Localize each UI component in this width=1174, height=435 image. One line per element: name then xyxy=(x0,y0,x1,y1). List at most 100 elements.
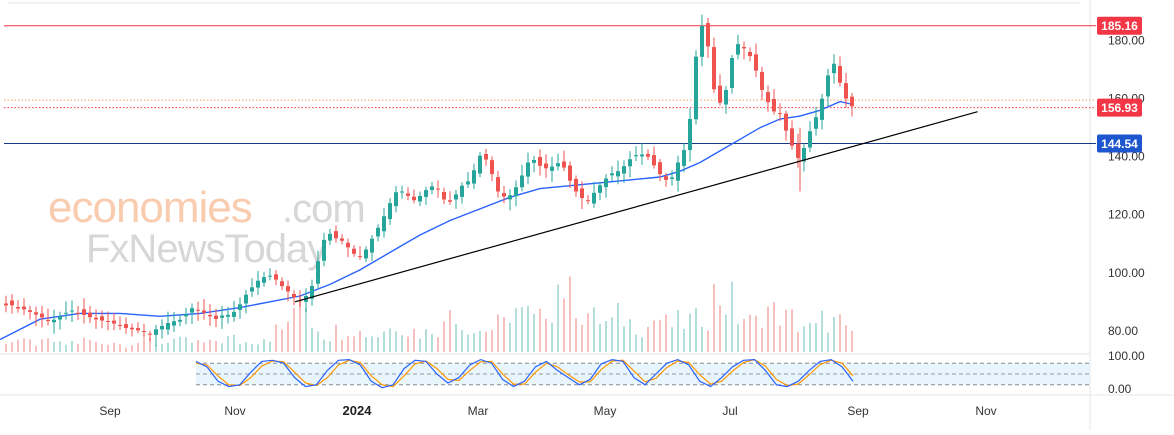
candle-body xyxy=(88,312,92,318)
volume-bar xyxy=(209,339,211,352)
candle-body xyxy=(370,238,374,253)
volume-bar xyxy=(515,308,517,352)
volume-bar xyxy=(143,335,145,352)
candle-body xyxy=(550,166,554,171)
candle-body xyxy=(82,309,86,315)
candle-body xyxy=(166,323,170,330)
candle-body xyxy=(604,178,608,188)
candle-body xyxy=(208,315,212,317)
volume-bar xyxy=(767,306,769,352)
volume-bar xyxy=(65,344,67,352)
price-tick-label: 120.00 xyxy=(1108,208,1145,222)
watermark: economies .com FxNewsToday xyxy=(48,183,366,271)
volume-bar xyxy=(509,323,511,352)
candle-body xyxy=(586,200,590,202)
candle-body xyxy=(628,159,632,167)
volume-bars xyxy=(5,276,853,352)
candle-body xyxy=(196,309,200,311)
volume-bar xyxy=(137,343,139,352)
candle-body xyxy=(10,300,14,306)
candle-body xyxy=(676,162,680,181)
candle-body xyxy=(202,310,206,313)
volume-bar xyxy=(335,324,337,352)
volume-bar xyxy=(215,340,217,352)
candle-body xyxy=(70,310,74,312)
volume-bar xyxy=(245,342,247,352)
candle-body xyxy=(736,44,740,55)
volume-bar xyxy=(635,334,637,352)
volume-bar xyxy=(389,328,391,352)
candle-body xyxy=(478,155,482,174)
candle-body xyxy=(76,312,80,314)
volume-bar xyxy=(629,319,631,352)
volume-bar xyxy=(275,324,277,352)
volume-bar xyxy=(737,324,739,352)
candle-body xyxy=(682,150,686,166)
candle-body xyxy=(454,194,458,200)
volume-bar xyxy=(197,339,199,352)
volume-bar xyxy=(569,276,571,352)
price-label-text: 156.93 xyxy=(1101,101,1138,115)
volume-bar xyxy=(641,337,643,352)
volume-bar xyxy=(269,341,271,352)
candle-body xyxy=(178,319,182,322)
candle-body xyxy=(832,63,836,74)
candle-body xyxy=(106,321,110,322)
watermark-line1-suffix: .com xyxy=(282,187,365,231)
candle-body xyxy=(466,181,470,185)
time-tick-label: Nov xyxy=(975,404,996,418)
candle-body xyxy=(190,308,194,313)
candle-body xyxy=(712,47,716,90)
candle-body xyxy=(346,242,350,248)
volume-bar xyxy=(611,317,613,352)
candle-body xyxy=(658,162,662,175)
volume-bar xyxy=(347,336,349,352)
volume-bar xyxy=(227,336,229,352)
volume-bar xyxy=(617,303,619,352)
volume-bar xyxy=(779,325,781,352)
candle-body xyxy=(640,154,644,157)
volume-bar xyxy=(449,310,451,352)
volume-bar xyxy=(155,344,157,352)
candle-body xyxy=(814,117,818,129)
volume-bar xyxy=(305,308,307,352)
support-trendline[interactable] xyxy=(294,111,978,303)
watermark-line2: FxNewsToday xyxy=(86,227,327,271)
candle-body xyxy=(442,192,446,200)
volume-bar xyxy=(221,343,223,352)
time-axis[interactable]: Sep Nov 2024 Mar May Jul Sep Nov xyxy=(99,403,996,418)
candle-body xyxy=(652,155,656,166)
volume-bar xyxy=(803,326,805,352)
candle-body xyxy=(556,163,560,167)
volume-bar xyxy=(203,342,205,352)
volume-bar xyxy=(827,332,829,352)
volume-bar xyxy=(107,344,109,352)
volume-bar xyxy=(671,327,673,352)
trendline-layer[interactable] xyxy=(294,111,978,303)
candle-body xyxy=(490,160,494,175)
candle-body xyxy=(94,317,98,320)
candle-body xyxy=(622,166,626,174)
candle-body xyxy=(670,177,674,179)
volume-bar xyxy=(683,328,685,352)
volume-bar xyxy=(815,323,817,352)
candle-body xyxy=(58,316,62,320)
volume-bar xyxy=(605,321,607,352)
candle-body xyxy=(214,315,218,319)
time-tick-label: Jul xyxy=(722,404,737,418)
candle-body xyxy=(352,248,356,254)
volume-bar xyxy=(587,313,589,352)
candle-body xyxy=(424,190,428,197)
candle-body xyxy=(268,275,272,277)
candle-body xyxy=(52,319,56,323)
candle-body xyxy=(130,327,134,330)
candle-body xyxy=(328,233,332,241)
candle-body xyxy=(598,185,602,193)
volume-bar xyxy=(131,345,133,352)
volume-bar xyxy=(419,338,421,352)
volume-bar xyxy=(527,305,529,352)
volume-bar xyxy=(377,337,379,352)
